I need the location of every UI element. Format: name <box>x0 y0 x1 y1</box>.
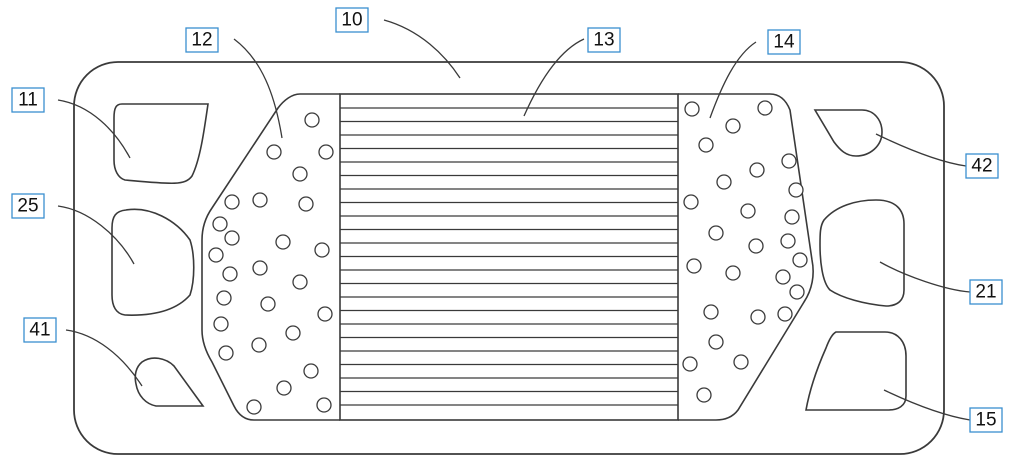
dimple <box>252 260 268 276</box>
dimple <box>740 203 756 219</box>
channel-lines <box>340 107 678 406</box>
dimples-right <box>682 100 808 403</box>
callout-12: 12 <box>185 27 219 53</box>
leader-21 <box>879 261 971 293</box>
dimple <box>212 216 228 232</box>
callout-42: 42 <box>965 153 999 179</box>
callout-15-text: 15 <box>975 410 996 431</box>
collection-zone-14 <box>678 93 814 421</box>
dimple <box>684 101 700 117</box>
dimple <box>292 274 308 290</box>
dimple <box>266 144 282 160</box>
dimple <box>708 225 724 241</box>
dimple <box>275 234 291 250</box>
dimple <box>789 284 805 300</box>
dimple <box>298 196 314 212</box>
callout-14: 14 <box>767 29 801 55</box>
dimple <box>748 238 764 254</box>
dimple <box>788 182 804 198</box>
dimples-left <box>208 112 334 415</box>
callout-13-text: 13 <box>593 30 614 51</box>
dimple <box>224 194 240 210</box>
dimple <box>213 316 229 332</box>
leader-14 <box>709 41 757 119</box>
port-42 <box>813 109 883 157</box>
callout-21: 21 <box>969 279 1003 305</box>
dimple <box>251 337 267 353</box>
dimple <box>260 296 276 312</box>
dimple <box>775 269 791 285</box>
callout-13: 13 <box>587 27 621 53</box>
callout-15: 15 <box>969 407 1003 433</box>
plate-outline <box>73 61 945 455</box>
callout-21-text: 21 <box>975 282 996 303</box>
dimple <box>252 192 268 208</box>
leader-10 <box>383 19 461 79</box>
leader-13 <box>523 38 585 117</box>
dimple <box>318 144 334 160</box>
dimple <box>285 325 301 341</box>
port-21 <box>819 199 905 307</box>
leader-41 <box>65 329 143 387</box>
dimple <box>716 174 732 190</box>
port-11 <box>113 103 209 185</box>
callout-10-text: 10 <box>341 10 362 31</box>
dimple <box>777 306 793 322</box>
dimple <box>276 380 292 396</box>
leader-25 <box>57 205 135 265</box>
dimple <box>304 112 320 128</box>
callout-11-text: 11 <box>18 90 38 111</box>
port-15 <box>805 331 907 411</box>
dimple <box>218 345 234 361</box>
callout-10: 10 <box>335 7 369 33</box>
dimple <box>708 334 724 350</box>
dimple <box>317 306 333 322</box>
dimple <box>208 247 224 263</box>
dimple <box>696 387 712 403</box>
callout-25: 25 <box>11 193 45 219</box>
dimple <box>292 166 308 182</box>
dimple <box>686 258 702 274</box>
dimple <box>698 137 714 153</box>
port-25 <box>111 208 195 316</box>
dimple <box>725 265 741 281</box>
dimple <box>781 153 797 169</box>
leader-42 <box>875 133 967 167</box>
dimple <box>780 233 796 249</box>
callout-41-text: 41 <box>29 320 50 341</box>
callout-12-text: 12 <box>191 30 212 51</box>
dimple <box>222 266 238 282</box>
callout-14-text: 14 <box>773 32 795 53</box>
dimple <box>246 399 262 415</box>
dimple <box>792 252 808 268</box>
leader-15 <box>883 389 971 421</box>
leader-11 <box>57 99 131 159</box>
dimple <box>216 290 232 306</box>
dimple <box>725 118 741 134</box>
dimple <box>224 230 240 246</box>
distribution-zone-12 <box>201 93 340 421</box>
dimple <box>749 162 765 178</box>
leader-12 <box>233 38 283 139</box>
dimple <box>733 354 749 370</box>
callout-25-text: 25 <box>17 196 38 217</box>
callout-41: 41 <box>23 317 57 343</box>
dimple <box>784 209 800 225</box>
dimple <box>703 304 719 320</box>
dimple <box>314 242 330 258</box>
dimple <box>316 397 332 413</box>
dimple <box>683 194 699 210</box>
callout-11: 11 <box>11 87 45 113</box>
leader-lines <box>57 19 971 421</box>
dimple <box>682 356 698 372</box>
callout-42-text: 42 <box>971 156 992 177</box>
dimple <box>757 100 773 116</box>
port-41 <box>134 357 205 407</box>
dimple <box>750 309 766 325</box>
dimple <box>303 363 319 379</box>
